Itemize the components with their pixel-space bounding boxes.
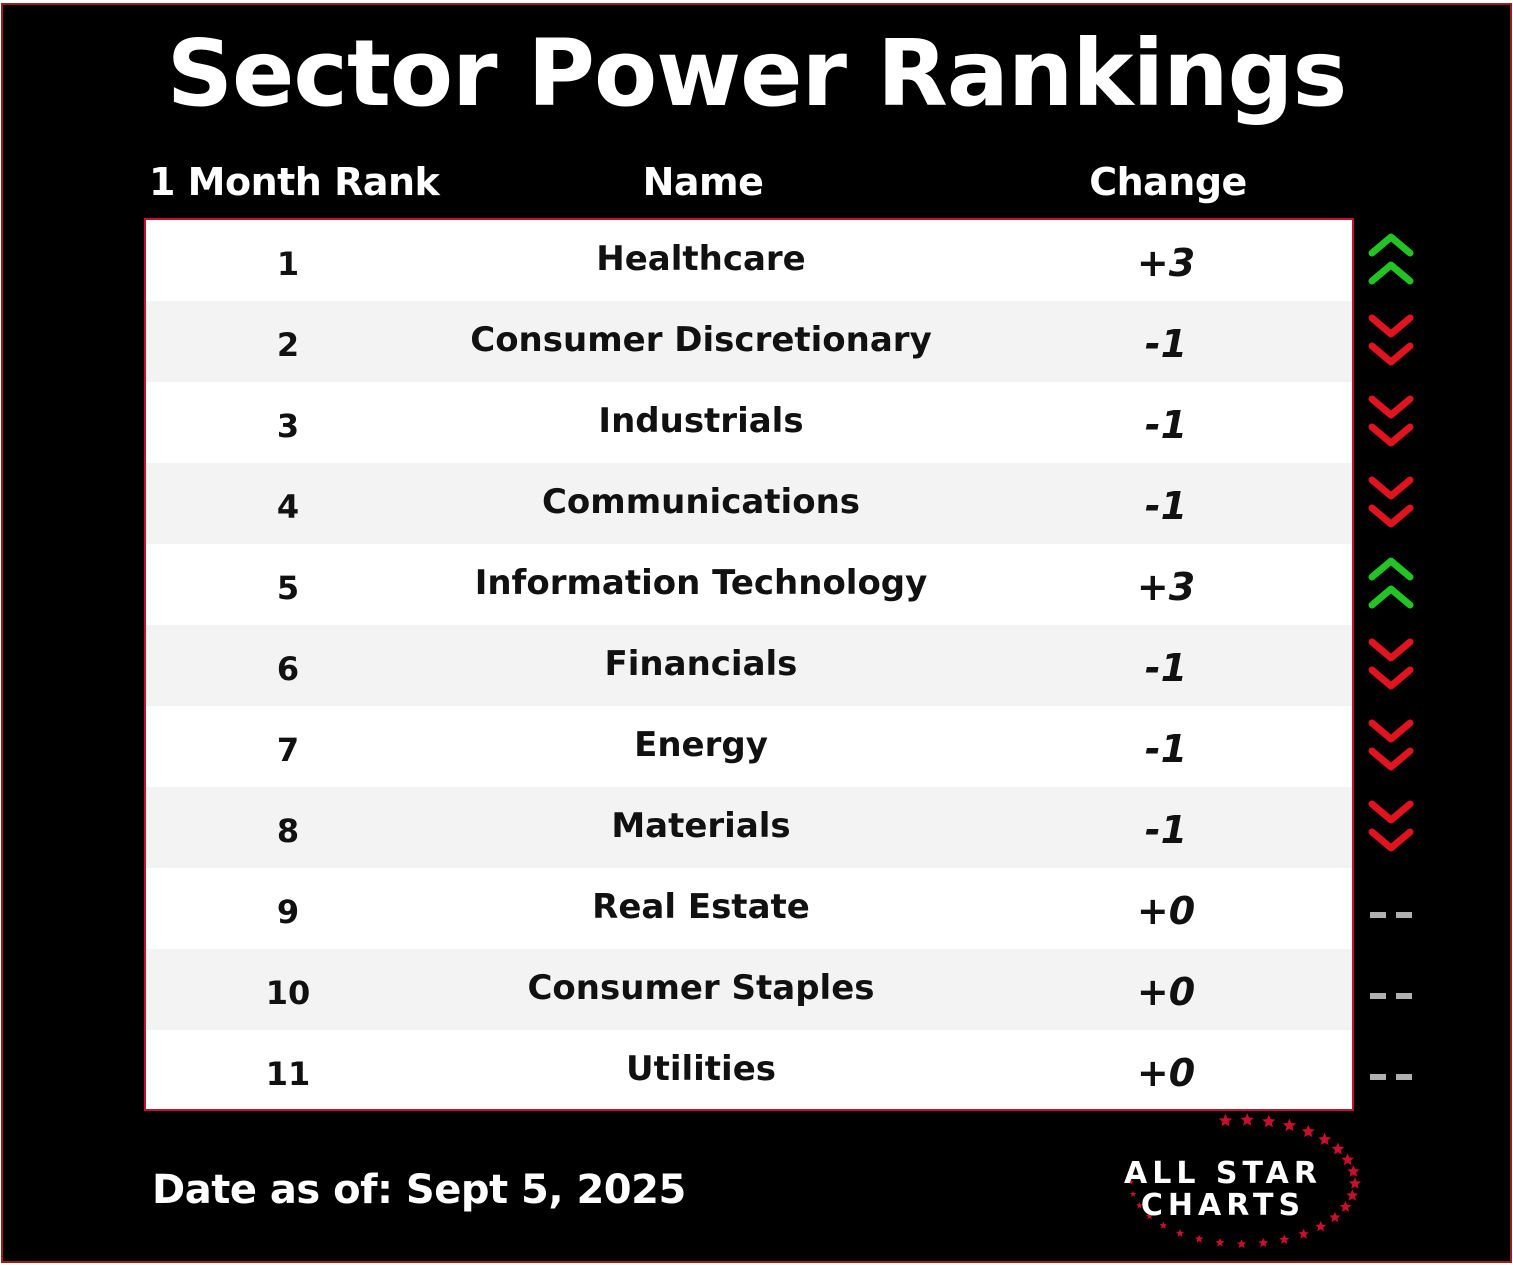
change-cell: +0 [1136, 888, 1196, 933]
rank-cell: 4 [276, 487, 300, 526]
rank-cell: 6 [276, 649, 300, 688]
rank-cell: 10 [265, 973, 311, 1012]
dash-icon [1362, 952, 1420, 1033]
change-cell: +0 [1136, 1050, 1196, 1095]
column-header-change: Change [1089, 160, 1247, 204]
rank-cell: 7 [276, 730, 300, 769]
table-row: 3 Industrials -1 [146, 382, 1352, 463]
table-row: 11 Utilities +0 [146, 1030, 1352, 1111]
dash-icon [1362, 1033, 1420, 1114]
date-label: Date as of: Sept 5, 2025 [152, 1167, 686, 1213]
change-cell: +3 [1136, 240, 1196, 285]
dash-icon [1362, 871, 1420, 952]
sector-name-cell: Information Technology [474, 562, 928, 603]
sector-name-cell: Consumer Staples [527, 967, 875, 1008]
column-header-name: Name [642, 160, 764, 204]
double-chevron-down-icon [1362, 709, 1420, 790]
table-row: 10 Consumer Staples +0 [146, 949, 1352, 1030]
page-title: Sector Power Rankings [166, 20, 1347, 127]
rank-cell: 11 [265, 1054, 311, 1093]
double-chevron-up-icon [1362, 223, 1420, 304]
table-row: 4 Communications -1 [146, 463, 1352, 544]
logo-line-1: ALL STAR [1124, 1156, 1322, 1191]
logo-line-2: CHARTS [1140, 1188, 1306, 1223]
sector-name-cell: Industrials [598, 400, 804, 441]
double-chevron-down-icon [1362, 385, 1420, 466]
change-cell: +3 [1136, 564, 1196, 609]
all-star-charts-logo: ALL STAR CHARTS [1118, 1112, 1368, 1252]
table-row: 6 Financials -1 [146, 625, 1352, 706]
rank-cell: 3 [276, 406, 300, 445]
table-row: 2 Consumer Discretionary -1 [146, 301, 1352, 382]
table-row: 1 Healthcare +3 [146, 220, 1352, 301]
change-cell: -1 [1144, 645, 1188, 690]
double-chevron-down-icon [1362, 466, 1420, 547]
change-cell: -1 [1144, 321, 1188, 366]
rank-cell: 9 [276, 892, 300, 931]
sector-name-cell: Materials [611, 805, 791, 846]
sector-name-cell: Real Estate [592, 886, 810, 927]
double-chevron-up-icon [1362, 547, 1420, 628]
change-cell: -1 [1144, 402, 1188, 447]
double-chevron-down-icon [1362, 790, 1420, 871]
change-cell: -1 [1144, 807, 1188, 852]
sector-name-cell: Healthcare [596, 238, 806, 279]
rankings-table: 1 Healthcare +3 2 Consumer Discretionary -1 3 I… [144, 218, 1354, 1111]
rank-cell: 8 [276, 811, 300, 850]
sector-name-cell: Energy [634, 724, 768, 765]
table-row: 5 Information Technology +3 [146, 544, 1352, 625]
sector-name-cell: Financials [604, 643, 798, 684]
rank-cell: 1 [276, 244, 300, 283]
table-row: 7 Energy -1 [146, 706, 1352, 787]
double-chevron-down-icon [1362, 628, 1420, 709]
rank-cell: 2 [276, 325, 300, 364]
change-cell: -1 [1144, 726, 1188, 771]
logo-star-ring [1128, 1113, 1362, 1248]
table-row: 8 Materials -1 [146, 787, 1352, 868]
table-row: 9 Real Estate +0 [146, 868, 1352, 949]
column-header-rank: 1 Month Rank [149, 160, 440, 204]
sector-name-cell: Communications [541, 481, 861, 522]
change-cell: -1 [1144, 483, 1188, 528]
sector-name-cell: Consumer Discretionary [470, 319, 932, 360]
change-cell: +0 [1136, 969, 1196, 1014]
sector-name-cell: Utilities [625, 1048, 777, 1089]
rank-cell: 5 [276, 568, 300, 607]
double-chevron-down-icon [1362, 304, 1420, 385]
